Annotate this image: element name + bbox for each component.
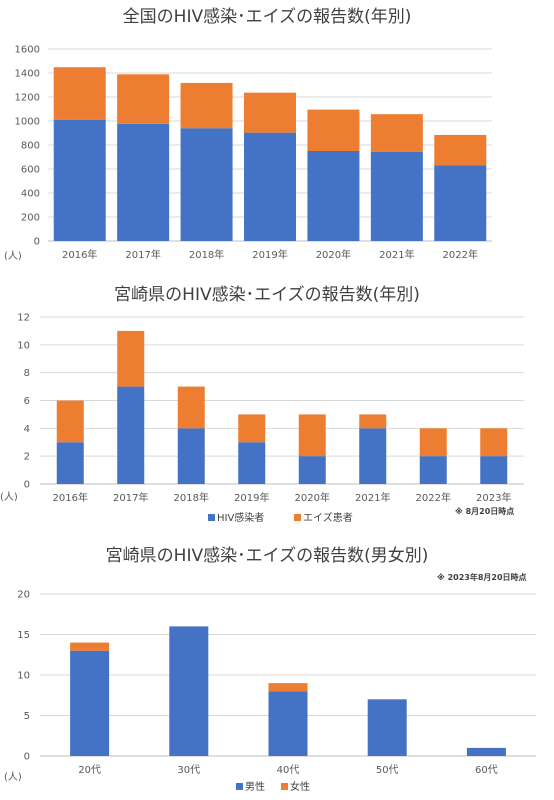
- bar-segment: [419, 456, 447, 484]
- y-tick-label: 15: [17, 630, 30, 641]
- x-tick-label: 2020年: [295, 491, 330, 504]
- bar-segment: [298, 456, 326, 484]
- y-tick-label: 400: [21, 189, 40, 200]
- bar-segment: [480, 428, 508, 457]
- y-tick-label: 1400: [15, 69, 40, 80]
- y-tick-label: 6: [24, 396, 30, 407]
- y-tick-label: 1200: [15, 93, 40, 104]
- y-tick-label: 10: [17, 340, 30, 351]
- x-tick-label: 20代: [78, 764, 101, 776]
- y-tick-label: 5: [24, 711, 30, 722]
- x-tick-label: 2021年: [355, 491, 390, 504]
- bar-segment: [244, 132, 296, 241]
- bar-segment: [434, 134, 487, 166]
- bar-segment: [180, 82, 233, 129]
- legend-label: 女性: [290, 780, 310, 793]
- unit-label: (人): [4, 771, 22, 783]
- x-tick-label: 2016年: [62, 248, 97, 261]
- bar-segment: [238, 414, 266, 443]
- bar-segment: [244, 92, 296, 133]
- bar-segment: [298, 414, 326, 457]
- x-tick-label: 2019年: [234, 491, 269, 504]
- legend-label: HIV感染者: [217, 511, 264, 524]
- x-tick-label: 50代: [376, 764, 399, 776]
- note-text: ※ 2023年8月20日時点: [437, 572, 527, 582]
- bar-segment: [480, 456, 508, 484]
- x-tick-label: 2018年: [174, 491, 209, 504]
- bar-segment: [53, 119, 106, 241]
- bar-segment: [177, 386, 205, 429]
- bar-segment: [434, 165, 487, 241]
- chart-2: 宮崎県のHIV感染･エイズの報告数(年別) 0 2 4 6 8 10 12 2016年 2017年…: [0, 285, 524, 524]
- x-tick-label: 2021年: [379, 248, 414, 261]
- bar-segment: [56, 442, 84, 484]
- x-tick-label: 2016年: [53, 491, 88, 504]
- x-tick-label: 2020年: [316, 248, 351, 261]
- bar-segment: [370, 114, 423, 152]
- chart-title: 全国のHIV感染･エイズの報告数(年別): [123, 7, 412, 27]
- chart-3: 宮崎県のHIV感染･エイズの報告数(男女別) 0 5 10 15 20 20代 30代 40代 5…: [4, 546, 536, 793]
- y-tick-label: 600: [21, 165, 40, 176]
- x-tick-label: 2022年: [416, 491, 451, 504]
- bar-segment: [359, 414, 387, 429]
- bar-segment: [359, 428, 387, 484]
- bar-segment: [370, 151, 423, 241]
- x-tick-label: 2023年: [476, 491, 511, 504]
- y-tick-label: 20: [17, 590, 30, 601]
- unit-label: (人): [4, 250, 22, 262]
- bar-segment: [466, 747, 506, 756]
- note-text: ※ 8月20日時点: [455, 506, 514, 516]
- bar-segment: [268, 691, 308, 756]
- bar-segment: [117, 74, 170, 124]
- x-tick-label: 2017年: [113, 491, 148, 504]
- legend-swatch: [294, 514, 301, 521]
- bar-segment: [53, 67, 106, 120]
- legend-label: エイズ患者: [303, 511, 353, 524]
- chart-title: 宮崎県のHIV感染･エイズの報告数(男女別): [106, 546, 429, 566]
- bar-segment: [307, 109, 360, 151]
- x-tick-label: 2017年: [125, 248, 160, 261]
- y-tick-label: 8: [24, 368, 30, 379]
- y-tick-label: 2: [24, 452, 30, 463]
- legend-swatch: [236, 783, 243, 790]
- y-tick-label: 200: [21, 213, 40, 224]
- y-tick-label: 1600: [15, 45, 40, 56]
- x-tick-label: 2019年: [252, 248, 287, 261]
- bar-segment: [367, 699, 407, 756]
- x-tick-label: 40代: [277, 764, 300, 776]
- x-tick-label: 30代: [177, 764, 200, 776]
- bar-segment: [70, 642, 110, 651]
- legend-label: 男性: [245, 780, 265, 793]
- y-tick-label: 12: [17, 313, 30, 324]
- x-tick-label: 2022年: [443, 248, 478, 261]
- unit-label: (人): [0, 491, 18, 503]
- bar-segment: [177, 428, 205, 484]
- x-tick-label: 60代: [475, 764, 498, 776]
- y-tick-label: 4: [24, 424, 30, 435]
- bar-segment: [169, 626, 209, 756]
- legend-swatch: [208, 514, 215, 521]
- bar-segment: [117, 330, 145, 387]
- x-tick-label: 2018年: [189, 248, 224, 261]
- bar-segment: [268, 683, 308, 692]
- y-tick-label: 10: [17, 671, 30, 682]
- y-tick-label: 0: [24, 752, 30, 763]
- y-tick-label: 1000: [15, 117, 40, 128]
- bar-segment: [419, 428, 447, 457]
- bar-segment: [70, 650, 110, 756]
- bar-segment: [117, 386, 145, 484]
- chart-title: 宮崎県のHIV感染･エイズの報告数(年別): [114, 285, 420, 305]
- bar-segment: [56, 400, 84, 443]
- y-tick-label: 0: [24, 480, 30, 491]
- bar-segment: [307, 151, 360, 241]
- chart-1: 全国のHIV感染･エイズの報告数(年別) 0 200 400 600 800 1000 120…: [4, 7, 492, 262]
- y-tick-label: 0: [34, 237, 40, 248]
- bar-segment: [238, 442, 266, 484]
- bar-segment: [180, 128, 233, 241]
- legend-swatch: [281, 783, 288, 790]
- y-tick-label: 800: [21, 141, 40, 152]
- bar-segment: [117, 123, 170, 241]
